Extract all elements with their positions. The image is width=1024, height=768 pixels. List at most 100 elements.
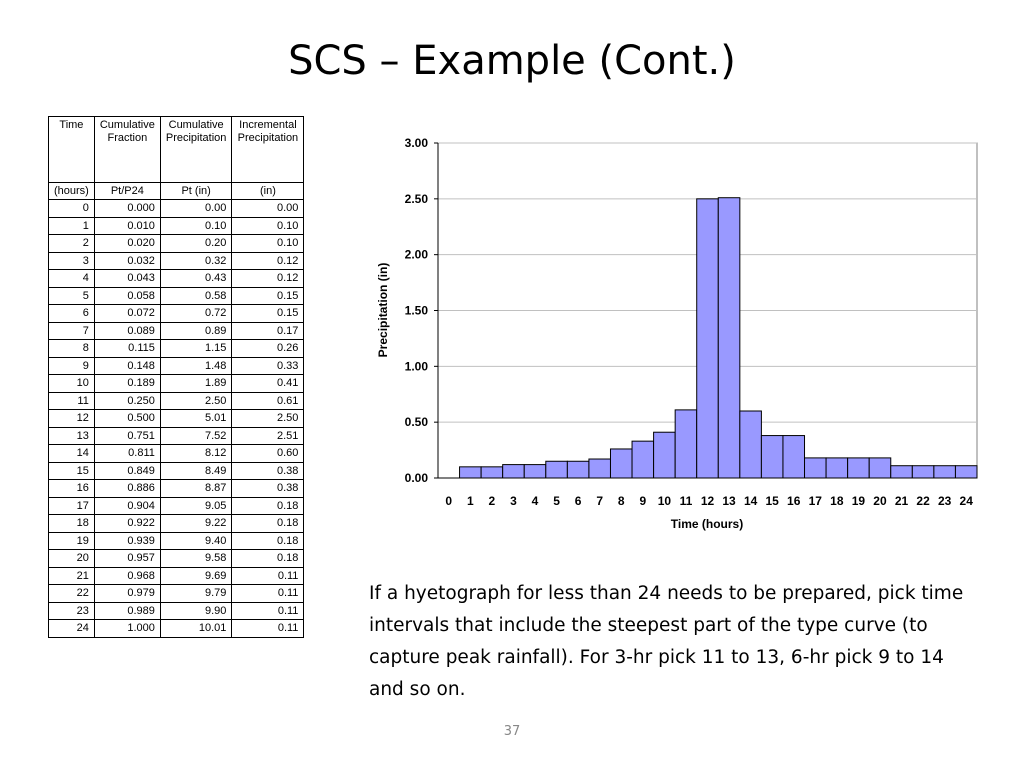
- table-row: 6 0.072 0.72 0.15: [48, 304, 305, 323]
- table-row: 19 0.939 9.40 0.18: [48, 531, 305, 550]
- x-tick-label: 5: [553, 494, 560, 508]
- cell-time: 0: [48, 199, 95, 218]
- cell-incremental-precipitation: 0.11: [231, 601, 305, 620]
- cell-incremental-precipitation: 0.60: [231, 444, 305, 463]
- table-row: 9 0.148 1.48 0.33: [48, 356, 305, 375]
- bar: [782, 435, 806, 479]
- cell-cumulative-fraction: 0.922: [93, 514, 161, 533]
- cell-incremental-precipitation: 0.18: [231, 531, 305, 550]
- hyetograph-chart: 0.000.501.001.502.002.503.000 1 2 3 4 5 6 7 8 9 10…: [376, 136, 978, 531]
- cell-time: 2: [48, 234, 95, 253]
- cell-cumulative-precipitation: 0.72: [159, 304, 233, 323]
- cell-time: 14: [48, 444, 95, 463]
- cell-cumulative-fraction: 0.849: [93, 461, 161, 480]
- cell-cumulative-fraction: 0.072: [93, 304, 161, 323]
- table-header-row: Time Cumulative Fraction Cumulative Prec…: [48, 116, 305, 183]
- table-row: 13 0.751 7.52 2.51: [48, 426, 305, 445]
- cell-cumulative-fraction: 0.989: [93, 601, 161, 620]
- y-tick-label: 2.50: [405, 192, 429, 206]
- cell-time: 15: [48, 461, 95, 480]
- cell-time: 18: [48, 514, 95, 533]
- cell-cumulative-fraction: 0.000: [93, 199, 161, 218]
- y-tick-label: 0.00: [405, 471, 429, 485]
- cell-cumulative-fraction: 0.904: [93, 496, 161, 515]
- bar: [609, 448, 633, 479]
- tick-labels: 0.000.501.001.502.002.503.000 1 2 3 4 5 6 7 8 9 10…: [405, 136, 974, 508]
- cell-cumulative-precipitation: 7.52: [159, 426, 233, 445]
- cell-cumulative-fraction: 0.886: [93, 479, 161, 498]
- bar: [911, 465, 935, 479]
- bar: [523, 464, 547, 479]
- bar: [954, 465, 978, 479]
- cell-cumulative-fraction: 0.043: [93, 269, 161, 288]
- x-tick-label: 2: [489, 494, 496, 508]
- cell-cumulative-precipitation: 1.15: [159, 339, 233, 358]
- bar: [480, 466, 504, 479]
- cell-time: 5: [48, 286, 95, 305]
- cell-incremental-precipitation: 0.11: [231, 584, 305, 603]
- x-tick-label: 4: [532, 494, 539, 508]
- cell-incremental-precipitation: 2.51: [231, 426, 305, 445]
- cell-cumulative-fraction: 0.148: [93, 356, 161, 375]
- table-row: 3 0.032 0.32 0.12: [48, 251, 305, 270]
- cell-cumulative-precipitation: 9.69: [159, 566, 233, 585]
- y-tick-label: 3.00: [405, 136, 429, 150]
- unit-cumulative-precipitation: Pt (in): [159, 182, 233, 200]
- table-row: 8 0.115 1.15 0.26: [48, 339, 305, 358]
- x-tick-label: 23: [938, 494, 952, 508]
- header-cumulative-fraction: Cumulative Fraction: [93, 116, 161, 183]
- cell-cumulative-fraction: 0.939: [93, 531, 161, 550]
- x-tick-label: 7: [596, 494, 603, 508]
- cell-cumulative-fraction: 0.115: [93, 339, 161, 358]
- table-row: 15 0.849 8.49 0.38: [48, 461, 305, 480]
- cell-incremental-precipitation: 0.10: [231, 216, 305, 235]
- bar: [804, 457, 827, 479]
- bar: [566, 460, 590, 479]
- bar: [890, 465, 913, 479]
- x-axis-label: Time (hours): [671, 517, 743, 531]
- header-incremental-precipitation: Incremental Precipitation: [231, 116, 305, 183]
- bar: [459, 466, 482, 479]
- x-tick-label: 19: [852, 494, 866, 508]
- cell-cumulative-fraction: 0.957: [93, 549, 161, 568]
- table-row: 5 0.058 0.58 0.15: [48, 286, 305, 305]
- page-number: 37: [503, 724, 521, 739]
- cell-cumulative-precipitation: 8.87: [159, 479, 233, 498]
- bar: [933, 465, 956, 479]
- x-tick-label: 15: [766, 494, 780, 508]
- cell-cumulative-precipitation: 9.22: [159, 514, 233, 533]
- cell-time: 19: [48, 531, 95, 550]
- table-row: 11 0.250 2.50 0.61: [48, 391, 305, 410]
- cell-cumulative-fraction: 0.058: [93, 286, 161, 305]
- table-row: 17 0.904 9.05 0.18: [48, 496, 305, 515]
- x-tick-label: 16: [787, 494, 801, 508]
- cell-cumulative-fraction: 0.968: [93, 566, 161, 585]
- cell-cumulative-precipitation: 0.10: [159, 216, 233, 235]
- cell-cumulative-precipitation: 8.12: [159, 444, 233, 463]
- cell-time: 12: [48, 409, 95, 428]
- cell-cumulative-fraction: 0.250: [93, 391, 161, 410]
- cell-time: 20: [48, 549, 95, 568]
- cell-incremental-precipitation: 0.00: [231, 199, 305, 218]
- cell-cumulative-fraction: 0.010: [93, 216, 161, 235]
- cell-incremental-precipitation: 0.17: [231, 321, 305, 340]
- cell-time: 4: [48, 269, 95, 288]
- table-row: 2 0.020 0.20 0.10: [48, 234, 305, 253]
- y-axis-label: Precipitation (in): [376, 263, 390, 358]
- cell-cumulative-fraction: 0.751: [93, 426, 161, 445]
- cell-time: 10: [48, 374, 95, 393]
- cell-incremental-precipitation: 0.33: [231, 356, 305, 375]
- table-row: 18 0.922 9.22 0.18: [48, 514, 305, 533]
- cell-cumulative-fraction: 0.500: [93, 409, 161, 428]
- cell-time: 9: [48, 356, 95, 375]
- x-tick-label: 17: [809, 494, 823, 508]
- x-tick-label: 21: [895, 494, 909, 508]
- x-tick-label: 11: [680, 494, 693, 508]
- y-tick-label: 0.50: [405, 415, 429, 429]
- cell-time: 23: [48, 601, 95, 620]
- cell-cumulative-fraction: 0.020: [93, 234, 161, 253]
- x-tick-label: 10: [658, 494, 672, 508]
- cell-incremental-precipitation: 0.18: [231, 549, 305, 568]
- table-units-row: (hours) Pt/P24 Pt (in) (in): [48, 182, 305, 200]
- cell-cumulative-fraction: 0.189: [93, 374, 161, 393]
